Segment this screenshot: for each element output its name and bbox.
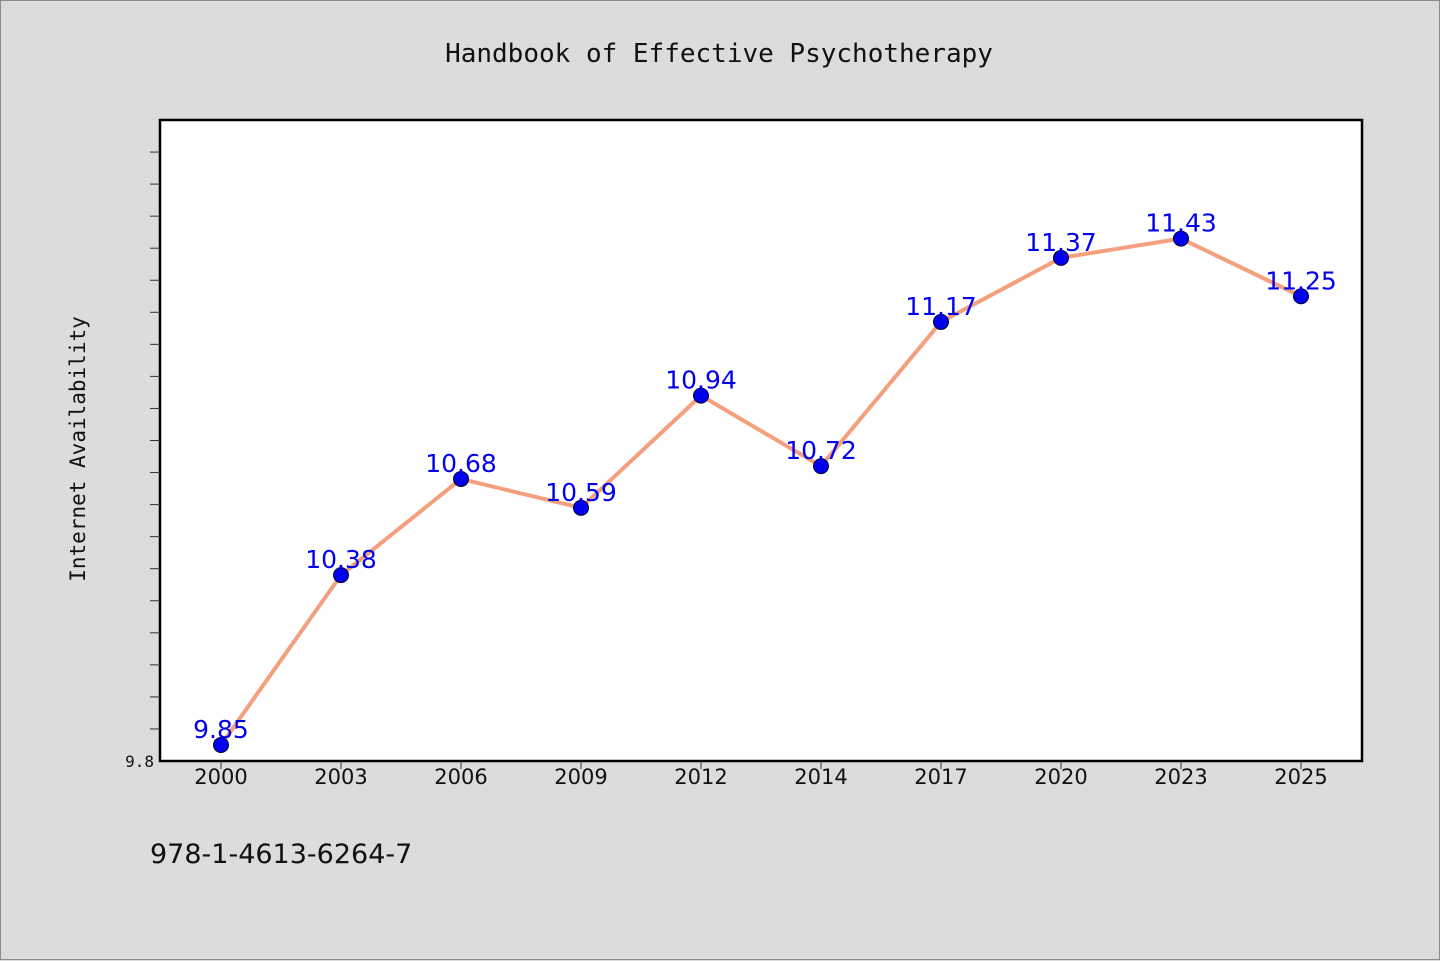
plot-area [158,118,1364,763]
data-label: 10.59 [545,478,617,507]
x-tick-label: 2023 [1154,765,1207,789]
data-point [813,458,829,475]
data-label: 10.38 [305,545,377,574]
data-point [933,313,949,330]
chart-title: Handbook of Effective Psychotherapy [445,39,993,69]
data-point [453,470,469,487]
data-label: 10.72 [785,436,857,465]
series-line [219,236,1303,747]
data-point [1293,288,1309,305]
y-axis-label: Internet Availability [66,316,90,582]
x-tick-label: 2012 [674,765,727,789]
data-label: 11.37 [1025,228,1097,257]
data-label: 9.85 [193,715,249,744]
data-point [693,387,709,404]
data-label: 10.68 [425,449,497,478]
x-tick-label: 2003 [314,765,367,789]
x-tick-label: 2006 [434,765,487,789]
isbn-footer: 978-1-4613-6264-7 [150,839,412,870]
data-point [573,499,589,516]
x-tick-label: 2014 [794,765,847,789]
data-point [1173,230,1189,247]
data-point [1053,249,1069,266]
data-label: 11.17 [905,292,977,321]
data-labels: 9.85 10.38 10.68 10.59 10.94 10.72 11.17 11.37 1… [193,209,1337,744]
x-tick-label: 2020 [1034,765,1087,789]
x-tick-label: 2017 [914,765,967,789]
data-label: 10.94 [665,366,737,395]
data-label: 11.43 [1145,209,1217,238]
y-axis-ticks: 9.8 [125,151,160,771]
data-point [213,736,229,753]
x-tick-label: 2009 [554,765,607,789]
data-markers [213,230,1309,753]
x-tick-label: 2000 [194,765,247,789]
x-tick-label: 2025 [1274,765,1327,789]
data-point [333,567,349,584]
series-line-group [219,236,1303,747]
y-tick-label: 9.8 [125,752,154,771]
x-axis-ticks: 2000 2003 2006 2009 2012 2014 2017 2020 2023 2025 [194,761,1328,789]
data-label: 11.25 [1265,266,1337,295]
